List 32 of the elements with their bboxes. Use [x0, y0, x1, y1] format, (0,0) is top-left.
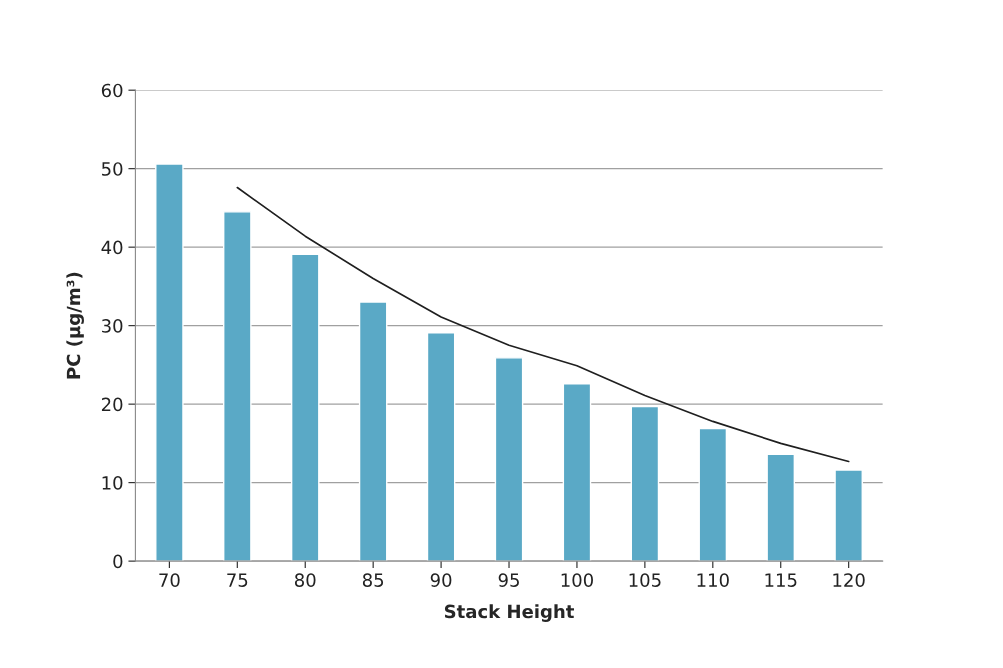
bar	[290, 253, 320, 562]
x-tick-label: 100	[561, 573, 593, 587]
y-tick-label: 20	[101, 397, 123, 412]
y-tick-label: 60	[101, 83, 123, 98]
bar	[834, 469, 863, 562]
x-tick-label: 70	[159, 573, 180, 587]
bar	[630, 405, 660, 562]
bar	[155, 163, 184, 562]
bar	[494, 357, 524, 562]
y-tick-label: 50	[102, 162, 123, 176]
y-tick-label: 40	[101, 240, 123, 255]
bar	[358, 301, 388, 562]
x-tick-label: 75	[227, 573, 248, 587]
y-tick-label: 10	[102, 476, 123, 490]
x-tick-label: 115	[765, 573, 797, 587]
x-tick-label: 90	[430, 573, 452, 587]
x-tick-label: 80	[294, 573, 316, 587]
bar	[766, 453, 796, 562]
bar	[698, 427, 728, 562]
y-axis-title: PC (µg/m³)	[66, 272, 84, 379]
x-tick-label: 105	[629, 573, 661, 587]
y-tick-label: 0	[113, 554, 123, 569]
bar	[223, 211, 252, 562]
line-series	[236, 186, 850, 463]
bar	[426, 332, 456, 562]
x-tick-label: 95	[498, 573, 519, 587]
x-tick-label: 110	[697, 573, 729, 587]
x-tick-label: 85	[362, 573, 384, 587]
bar	[562, 383, 592, 562]
x-axis-title: Stack Height	[444, 604, 574, 622]
x-tick-label: 120	[833, 573, 865, 587]
y-tick-label: 30	[102, 319, 123, 333]
